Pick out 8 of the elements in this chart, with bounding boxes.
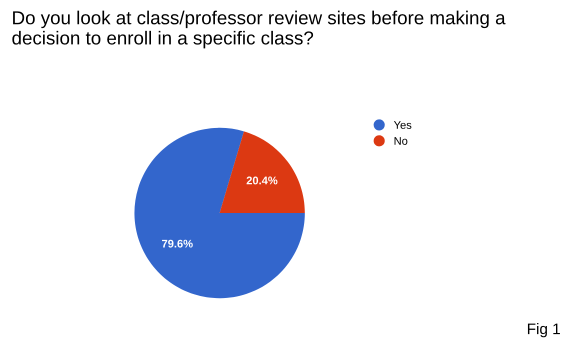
chart-title: Do you look at class/professor review sites before making a decision to enroll in a specific class? (12, 10, 506, 48)
pie-slice (134, 128, 305, 298)
legend-label: No (394, 137, 408, 145)
pie-slice (220, 131, 305, 213)
caption: Fig 1 (528, 323, 560, 338)
data-label: 79.6% (162, 240, 193, 248)
data-label: 20.4% (246, 176, 278, 184)
legend-label: Yes (394, 121, 412, 129)
